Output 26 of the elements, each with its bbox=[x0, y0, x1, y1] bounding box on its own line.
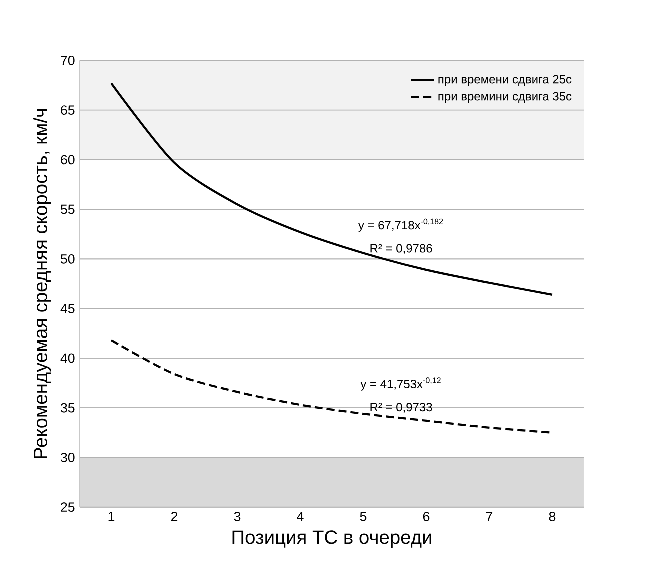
y-tick-label: 70 bbox=[61, 56, 75, 66]
y-axis-title: Рекомендуемая средняя скорость, км/ч bbox=[33, 109, 52, 458]
annotation: y = 67,718x$^{-0,182}$ bbox=[358, 218, 444, 232]
y-tick-label: 50 bbox=[61, 254, 75, 264]
y-tick-label: 35 bbox=[60, 403, 75, 413]
x-tick-label: 4 bbox=[297, 512, 304, 522]
y-tick-label: 25 bbox=[61, 502, 75, 512]
y-tick-label: 65 bbox=[61, 106, 75, 116]
annotation: y = 41,753x$^{-0,12}$ bbox=[360, 378, 441, 391]
y-tick-label: 60 bbox=[61, 155, 75, 165]
x-tick-label: 6 bbox=[423, 512, 430, 522]
x-axis-title: Позиция ТС в очереди bbox=[232, 530, 432, 548]
x-tick-label: 1 bbox=[108, 512, 115, 522]
x-tick-label: 5 bbox=[360, 512, 367, 522]
annotation: R² = 0,9786 bbox=[370, 244, 432, 254]
x-tick-label: 3 bbox=[234, 512, 241, 522]
x-tick-label: 7 bbox=[486, 512, 493, 522]
x-tick-label: 2 bbox=[171, 512, 178, 522]
y-tick-label: 30 bbox=[60, 452, 75, 462]
y-tick-label: 40 bbox=[60, 354, 75, 364]
legend-label: при времини сдвига 35с bbox=[438, 92, 572, 104]
x-tick-label: 8 bbox=[549, 512, 556, 522]
y-tick-label: 55 bbox=[61, 204, 75, 214]
legend-label: при времени сдвига 25с bbox=[438, 75, 572, 86]
y-tick-label: 45 bbox=[60, 304, 75, 314]
annotation: R² = 0,9733 bbox=[370, 403, 432, 414]
